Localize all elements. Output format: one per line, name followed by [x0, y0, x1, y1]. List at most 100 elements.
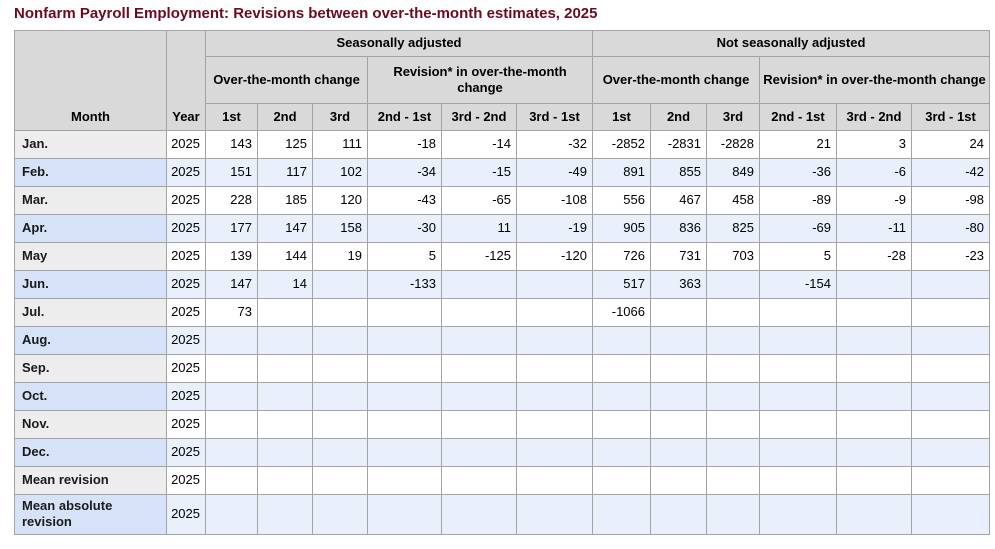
value-cell [836, 382, 912, 411]
value-cell: 467 [650, 186, 707, 215]
value-cell [257, 382, 313, 411]
value-cell [910, 298, 991, 327]
value-cell [441, 326, 517, 355]
value-cell [706, 382, 760, 411]
col-header-month: Month [14, 30, 167, 131]
row-label: Dec. [14, 438, 167, 467]
value-cell [910, 354, 991, 383]
value-cell [441, 466, 517, 495]
value-cell: 3 [836, 130, 912, 159]
value-cell [650, 382, 707, 411]
value-cell [257, 466, 313, 495]
year-cell: 2025 [166, 242, 206, 271]
value-cell [706, 354, 760, 383]
table-row: Mean absolute revision 2025 [14, 494, 991, 535]
value-cell: -49 [516, 158, 593, 187]
value-cell: 836 [650, 214, 707, 243]
value-cell: 158 [312, 214, 368, 243]
table-body: Jan. 2025 143 125 111 -18 -14 -32 -2852 -2831 -282… [14, 130, 991, 535]
value-cell [759, 326, 837, 355]
value-cell [836, 354, 912, 383]
value-cell [312, 298, 368, 327]
value-cell: -11 [836, 214, 912, 243]
value-cell [650, 354, 707, 383]
value-cell [516, 354, 593, 383]
value-cell [367, 382, 442, 411]
value-cell [312, 438, 368, 467]
year-cell: 2025 [166, 214, 206, 243]
header-row-columns: 1st 2nd 3rd 2nd - 1st 3rd - 2nd 3rd - 1s… [15, 103, 991, 131]
year-cell: 2025 [166, 130, 206, 159]
value-cell: 143 [205, 130, 258, 159]
value-cell [516, 438, 593, 467]
value-cell [205, 466, 258, 495]
value-cell [312, 326, 368, 355]
table-row: Mar. 2025 228 185 120 -43 -65 -108 556 467 458 -89-… [14, 186, 991, 215]
table-row: May 2025 139 144 19 5 -125 -120 726 731 703 5 -28 -23 [14, 242, 991, 271]
value-cell: 102 [312, 158, 368, 187]
value-cell [441, 354, 517, 383]
value-cell [516, 410, 593, 439]
value-cell [650, 326, 707, 355]
value-cell: 14 [257, 270, 313, 299]
value-cell: -154 [759, 270, 837, 299]
value-cell [759, 466, 837, 495]
value-cell: -2828 [706, 130, 760, 159]
table-row: Oct. 2025 [14, 382, 991, 411]
table-row: Mean revision 2025 [14, 466, 991, 495]
value-cell [759, 494, 837, 535]
value-cell [592, 326, 651, 355]
value-cell [759, 298, 837, 327]
value-cell: -15 [441, 158, 517, 187]
value-cell: 703 [706, 242, 760, 271]
value-cell [205, 382, 258, 411]
value-cell: 855 [650, 158, 707, 187]
value-cell: -2852 [592, 130, 651, 159]
value-cell: -19 [516, 214, 593, 243]
value-cell: -32 [516, 130, 593, 159]
value-cell [257, 410, 313, 439]
value-cell [592, 438, 651, 467]
value-cell [257, 354, 313, 383]
subgroup-header-sa-revision: Revision* in over-the-month change [367, 56, 593, 104]
value-cell [759, 354, 837, 383]
value-cell: 147 [257, 214, 313, 243]
value-cell [312, 270, 368, 299]
value-cell [312, 494, 368, 535]
col-header-nsa-1st: 1st [592, 103, 651, 131]
row-label: May [14, 242, 167, 271]
value-cell [441, 382, 517, 411]
table-row: Jan. 2025 143 125 111 -18 -14 -32 -2852 -2831 -282… [14, 130, 991, 159]
table-row: Apr. 2025 177 147 158 -30 11 -19 905 836 825 -69 -11… [14, 214, 991, 243]
value-cell: 19 [312, 242, 368, 271]
value-cell: 185 [257, 186, 313, 215]
value-cell [312, 466, 368, 495]
year-cell: 2025 [166, 270, 206, 299]
year-cell: 2025 [166, 354, 206, 383]
value-cell: -108 [516, 186, 593, 215]
col-header-nsa-3rd: 3rd [706, 103, 760, 131]
value-cell: -65 [441, 186, 517, 215]
value-cell [312, 382, 368, 411]
value-cell: -43 [367, 186, 442, 215]
value-cell: -6 [836, 158, 912, 187]
table-header: Month Year Seasonally adjusted Not seaso… [14, 30, 991, 131]
value-cell: 147 [205, 270, 258, 299]
value-cell [312, 354, 368, 383]
header-row-groups: Month Year Seasonally adjusted Not seaso… [14, 30, 991, 131]
value-cell [592, 354, 651, 383]
row-label: Oct. [14, 382, 167, 411]
table-row: Dec. 2025 [14, 438, 991, 467]
year-cell: 2025 [166, 298, 206, 327]
year-cell: 2025 [166, 326, 206, 355]
value-cell [367, 298, 442, 327]
value-cell [516, 270, 593, 299]
value-cell: 24 [910, 130, 991, 159]
value-cell: -23 [910, 242, 991, 271]
table-row: Aug. 2025 [14, 326, 991, 355]
value-cell: 905 [592, 214, 651, 243]
value-cell: -120 [516, 242, 593, 271]
year-cell: 2025 [166, 186, 206, 215]
value-cell [516, 494, 593, 535]
subgroup-header-nsa-otm-change: Over-the-month change [592, 56, 760, 104]
